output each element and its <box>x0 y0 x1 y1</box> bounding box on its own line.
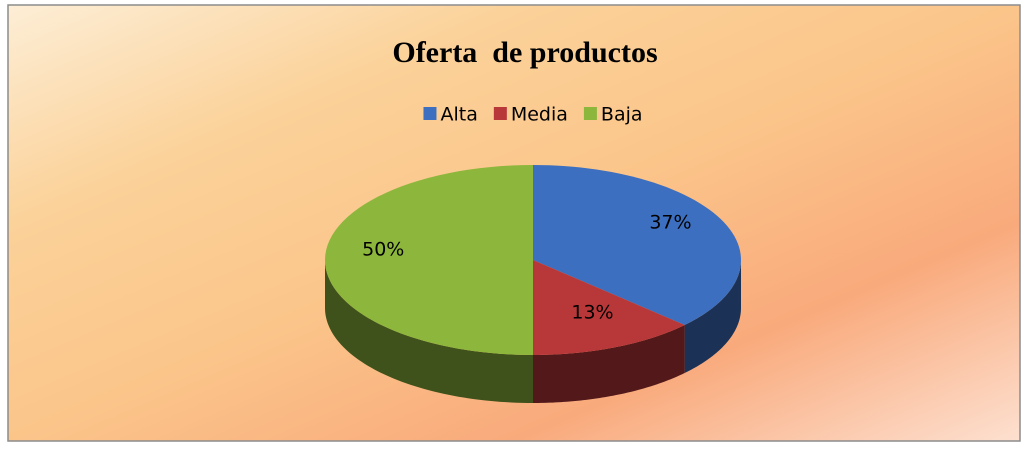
legend-label: Baja <box>601 104 643 126</box>
legend-swatch <box>493 107 507 120</box>
slice <box>325 165 533 355</box>
data-label: 13% <box>571 301 613 323</box>
data-label: 50% <box>362 239 404 261</box>
legend-label: Media <box>511 104 568 126</box>
data-label: 37% <box>649 211 691 233</box>
slice-side <box>533 325 685 403</box>
slice <box>533 165 741 326</box>
legend-swatch <box>423 107 437 120</box>
legend-swatch <box>583 107 597 120</box>
chart-title: Oferta de productos <box>392 36 657 69</box>
slice <box>533 260 685 355</box>
slice-side <box>325 260 533 403</box>
legend: Alta Media Baja <box>423 104 643 126</box>
slice-side <box>684 260 741 374</box>
legend-label: Alta <box>440 104 477 126</box>
